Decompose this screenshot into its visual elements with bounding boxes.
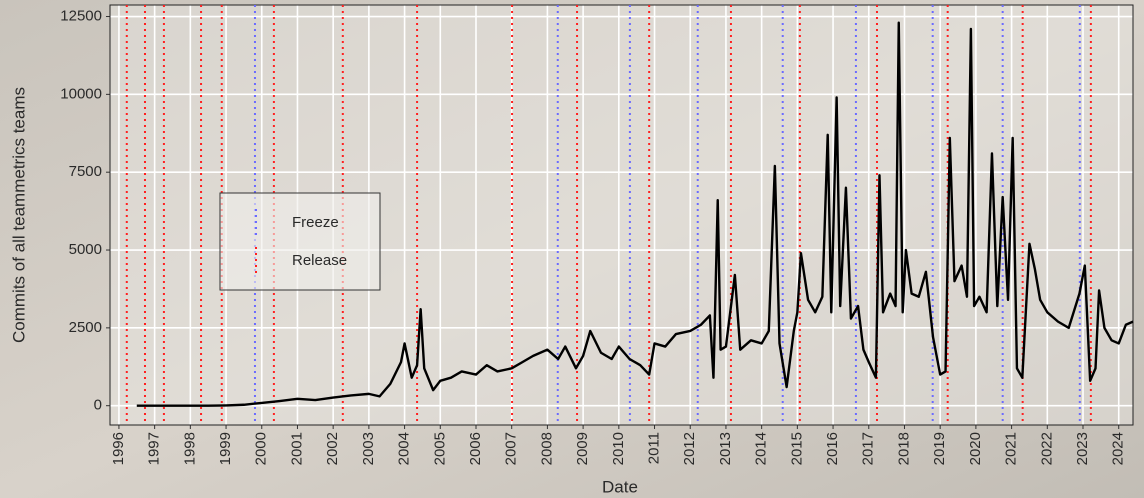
- legend-label: Release: [292, 252, 347, 269]
- x-tick-label: 2004: [396, 432, 413, 465]
- x-tick-label: 2013: [717, 432, 734, 465]
- legend: Freeze Release: [219, 192, 381, 291]
- x-tick-label: 2023: [1074, 432, 1091, 465]
- x-tick-label: 1998: [181, 432, 198, 465]
- legend-label: Freeze: [292, 214, 339, 231]
- y-tick-label: 7500: [69, 163, 102, 180]
- x-tick-label: 2021: [1003, 432, 1020, 465]
- x-tick-label: 1996: [110, 432, 127, 465]
- data-line: [136, 21, 1134, 407]
- x-tick-label: 2019: [931, 432, 948, 465]
- y-tick-label: 5000: [69, 241, 102, 258]
- legend-box: [219, 192, 381, 291]
- x-tick-label: 2020: [967, 432, 984, 465]
- x-tick-label: 2003: [360, 432, 377, 465]
- x-tick-label: 1999: [217, 432, 234, 465]
- x-tick-label: 2000: [253, 432, 270, 465]
- x-tick-label: 2012: [681, 432, 698, 465]
- y-tick-label: 2500: [69, 319, 102, 336]
- y-tick-label: 12500: [60, 7, 102, 24]
- x-tick-label: 2001: [288, 432, 305, 465]
- x-tick-label: 2018: [895, 432, 912, 465]
- x-axis-label: Date: [602, 477, 638, 496]
- y-tick-label: 0: [94, 397, 102, 414]
- x-tick-label: 2016: [824, 432, 841, 465]
- x-tick-label: 2017: [860, 432, 877, 465]
- x-tick-label: 2014: [753, 432, 770, 465]
- x-tick-label: 2002: [324, 432, 341, 465]
- y-axis-label: Commits of all teammetrics teams: [9, 87, 28, 343]
- x-tick-label: 1997: [146, 432, 163, 465]
- y-tick-label: 10000: [60, 85, 102, 102]
- x-tick-label: 2008: [538, 432, 555, 465]
- x-tick-label: 2011: [645, 432, 662, 464]
- x-tick-label: 2006: [467, 432, 484, 465]
- plot-border: [109, 4, 1134, 426]
- x-tick-label: 2010: [610, 432, 627, 465]
- x-tick-label: 2015: [788, 432, 805, 465]
- x-tick-label: 2007: [503, 432, 520, 465]
- x-tick-label: 2009: [574, 432, 591, 465]
- x-tick-label: 2022: [1038, 432, 1055, 465]
- x-tick-label: 2024: [1110, 432, 1127, 465]
- x-tick-label: 2005: [431, 432, 448, 465]
